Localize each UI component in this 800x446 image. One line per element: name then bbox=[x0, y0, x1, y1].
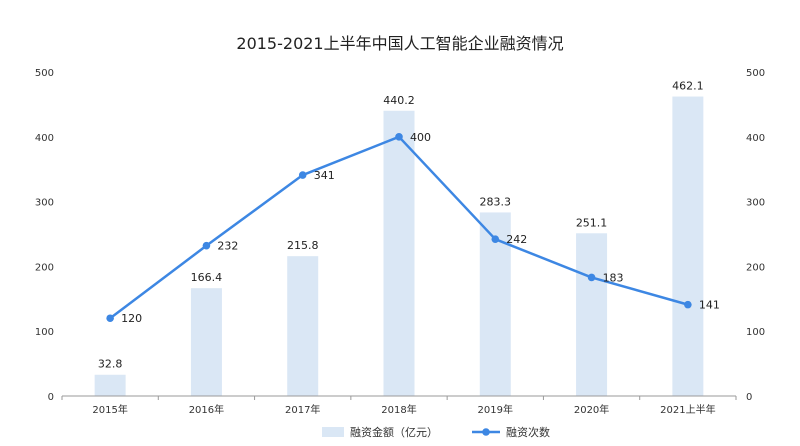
x-tick-label: 2017年 bbox=[285, 403, 320, 416]
left-axis: 0 100 200 300 400 500 bbox=[35, 68, 54, 403]
y2-tick-label: 100 bbox=[746, 327, 765, 338]
bar bbox=[672, 96, 704, 396]
x-tick-label: 2015年 bbox=[92, 403, 127, 416]
y-tick-label: 500 bbox=[35, 68, 54, 79]
y-tick-label: 300 bbox=[35, 198, 54, 209]
bar-value-label: 32.8 bbox=[98, 358, 123, 371]
bar-value-label: 215.8 bbox=[287, 239, 319, 252]
bar bbox=[576, 233, 608, 396]
x-axis: 2015年 2016年 2017年 2018年 2019年 2020年 2021上半年 bbox=[61, 395, 737, 416]
line-series: 120 232 341 400 242 183 141 bbox=[106, 131, 720, 325]
legend-line-label: 融资次数 bbox=[506, 425, 550, 439]
legend: 融资金额（亿元） 融资次数 bbox=[322, 425, 550, 439]
bar-labels: 32.8 166.4 215.8 440.2 283.3 251.1 462.1 bbox=[98, 80, 704, 371]
legend-line-marker bbox=[482, 428, 490, 436]
line-point bbox=[491, 235, 500, 243]
line-point bbox=[202, 241, 211, 250]
y-tick-label: 400 bbox=[35, 133, 54, 144]
line-value-label: 141 bbox=[699, 299, 720, 312]
x-tick-label: 2016年 bbox=[189, 403, 224, 416]
bar-value-label: 166.4 bbox=[191, 271, 223, 284]
x-tick-label: 2020年 bbox=[574, 403, 609, 416]
y2-tick-label: 300 bbox=[746, 198, 765, 209]
line-value-label: 232 bbox=[217, 240, 238, 253]
bar-value-label: 462.1 bbox=[672, 80, 704, 93]
right-axis: 0 100 200 300 400 500 bbox=[746, 68, 765, 403]
x-tick-label: 2018年 bbox=[381, 403, 416, 416]
line-value-label: 341 bbox=[314, 169, 335, 182]
bar bbox=[287, 256, 319, 396]
line-point bbox=[395, 133, 403, 141]
line-value-label: 242 bbox=[506, 233, 527, 246]
y-tick-label: 100 bbox=[35, 327, 54, 338]
line-value-label: 400 bbox=[410, 131, 431, 144]
x-tick-label: 2019年 bbox=[478, 403, 513, 416]
bar bbox=[190, 288, 222, 396]
line-point bbox=[587, 273, 596, 282]
y2-tick-label: 0 bbox=[746, 392, 752, 403]
bar bbox=[383, 110, 415, 396]
y2-tick-label: 200 bbox=[746, 262, 765, 273]
y2-tick-label: 500 bbox=[746, 68, 765, 79]
line-point bbox=[298, 171, 307, 179]
bar-series bbox=[94, 96, 704, 396]
bar-value-label: 440.2 bbox=[383, 94, 415, 107]
bar-value-label: 251.1 bbox=[576, 216, 608, 229]
line-value-label: 120 bbox=[121, 312, 142, 325]
y-tick-label: 0 bbox=[48, 392, 54, 403]
x-tick-label: 2021上半年 bbox=[660, 403, 715, 416]
chart-title: 2015-2021上半年中国人工智能企业融资情况 bbox=[236, 34, 564, 53]
y-tick-label: 200 bbox=[35, 262, 54, 273]
line-value-label: 183 bbox=[603, 271, 624, 284]
line-point bbox=[106, 314, 114, 323]
legend-bar-swatch bbox=[322, 427, 344, 437]
line-point bbox=[684, 300, 692, 309]
legend-bar-label: 融资金额（亿元） bbox=[350, 425, 438, 439]
y2-tick-label: 400 bbox=[746, 133, 765, 144]
bar-value-label: 283.3 bbox=[480, 195, 512, 208]
bar bbox=[94, 374, 126, 396]
